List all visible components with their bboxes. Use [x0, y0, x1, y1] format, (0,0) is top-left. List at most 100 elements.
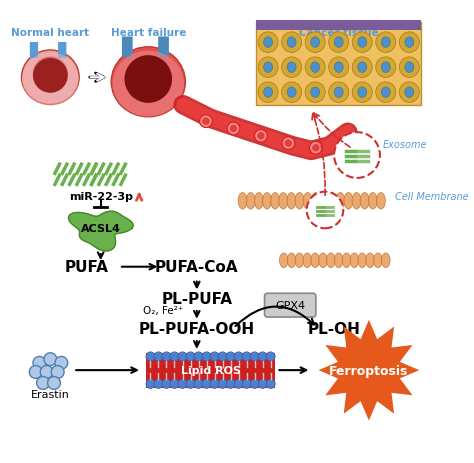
Circle shape: [250, 352, 259, 361]
Text: GPX4: GPX4: [275, 300, 305, 311]
Circle shape: [242, 380, 251, 388]
Ellipse shape: [33, 57, 68, 93]
Circle shape: [36, 377, 49, 389]
Circle shape: [334, 133, 380, 179]
Ellipse shape: [33, 59, 68, 94]
Circle shape: [51, 366, 64, 379]
Ellipse shape: [310, 88, 319, 98]
Ellipse shape: [287, 193, 296, 210]
Ellipse shape: [295, 193, 304, 210]
FancyBboxPatch shape: [158, 38, 169, 58]
Ellipse shape: [358, 253, 366, 268]
Ellipse shape: [113, 51, 184, 117]
Circle shape: [146, 352, 155, 361]
Ellipse shape: [311, 253, 319, 268]
Circle shape: [186, 380, 195, 388]
Ellipse shape: [319, 253, 328, 268]
Ellipse shape: [405, 38, 414, 48]
Circle shape: [178, 352, 187, 361]
Circle shape: [226, 380, 235, 388]
Bar: [256, 21, 421, 31]
Text: Erastin: Erastin: [31, 389, 70, 399]
Ellipse shape: [295, 253, 304, 268]
Ellipse shape: [344, 193, 353, 210]
Ellipse shape: [334, 38, 343, 48]
Ellipse shape: [334, 63, 343, 73]
Circle shape: [218, 380, 227, 388]
Ellipse shape: [303, 193, 312, 210]
Ellipse shape: [310, 63, 319, 73]
Ellipse shape: [287, 38, 296, 48]
Circle shape: [250, 380, 259, 388]
Circle shape: [258, 380, 267, 388]
Ellipse shape: [381, 63, 390, 73]
Text: PL-PUFA: PL-PUFA: [161, 292, 232, 307]
Circle shape: [210, 380, 219, 388]
Ellipse shape: [125, 56, 172, 104]
Ellipse shape: [282, 58, 301, 78]
Circle shape: [234, 380, 243, 388]
Ellipse shape: [246, 193, 255, 210]
Ellipse shape: [264, 63, 273, 73]
Circle shape: [255, 130, 267, 143]
Text: Normal heart: Normal heart: [11, 28, 90, 38]
Ellipse shape: [258, 83, 278, 103]
Ellipse shape: [405, 88, 414, 98]
Text: Cell Membrane: Cell Membrane: [395, 192, 469, 202]
Circle shape: [162, 352, 171, 361]
Circle shape: [310, 142, 322, 155]
Circle shape: [312, 145, 319, 152]
Circle shape: [257, 133, 264, 140]
Ellipse shape: [282, 33, 301, 53]
Circle shape: [194, 380, 203, 388]
Bar: [146, 353, 274, 388]
Ellipse shape: [334, 88, 343, 98]
FancyArrowPatch shape: [90, 74, 104, 82]
FancyBboxPatch shape: [30, 43, 38, 59]
Text: PL-PUFA-OOH: PL-PUFA-OOH: [139, 321, 255, 336]
Ellipse shape: [358, 88, 367, 98]
Ellipse shape: [382, 253, 390, 268]
Ellipse shape: [327, 253, 335, 268]
Circle shape: [33, 357, 46, 369]
Text: O₂, Fe²⁺: O₂, Fe²⁺: [143, 305, 183, 315]
Circle shape: [226, 352, 235, 361]
Ellipse shape: [342, 253, 351, 268]
Circle shape: [307, 192, 343, 229]
Text: miR-22-3p: miR-22-3p: [69, 191, 133, 201]
Ellipse shape: [328, 33, 349, 53]
Circle shape: [266, 352, 275, 361]
Ellipse shape: [350, 253, 359, 268]
Ellipse shape: [319, 193, 328, 210]
Ellipse shape: [368, 193, 377, 210]
Ellipse shape: [352, 33, 372, 53]
Circle shape: [218, 352, 227, 361]
Text: PL-OH: PL-OH: [308, 321, 361, 336]
Ellipse shape: [399, 83, 419, 103]
Ellipse shape: [381, 88, 390, 98]
Polygon shape: [69, 212, 133, 251]
FancyArrowPatch shape: [91, 75, 104, 81]
Circle shape: [47, 377, 60, 389]
Ellipse shape: [21, 51, 79, 105]
Ellipse shape: [328, 193, 337, 210]
Circle shape: [178, 380, 187, 388]
Circle shape: [202, 118, 210, 125]
Ellipse shape: [255, 193, 264, 210]
Circle shape: [186, 352, 195, 361]
Circle shape: [234, 352, 243, 361]
Ellipse shape: [352, 193, 361, 210]
Ellipse shape: [303, 253, 311, 268]
Circle shape: [266, 380, 275, 388]
Circle shape: [202, 380, 211, 388]
Ellipse shape: [305, 83, 325, 103]
Ellipse shape: [328, 58, 349, 78]
Ellipse shape: [279, 193, 288, 210]
Circle shape: [44, 353, 57, 366]
Circle shape: [40, 366, 53, 379]
Ellipse shape: [352, 58, 372, 78]
Text: Exosome: Exosome: [383, 140, 427, 150]
Ellipse shape: [238, 193, 247, 210]
Ellipse shape: [376, 58, 396, 78]
Ellipse shape: [287, 63, 296, 73]
